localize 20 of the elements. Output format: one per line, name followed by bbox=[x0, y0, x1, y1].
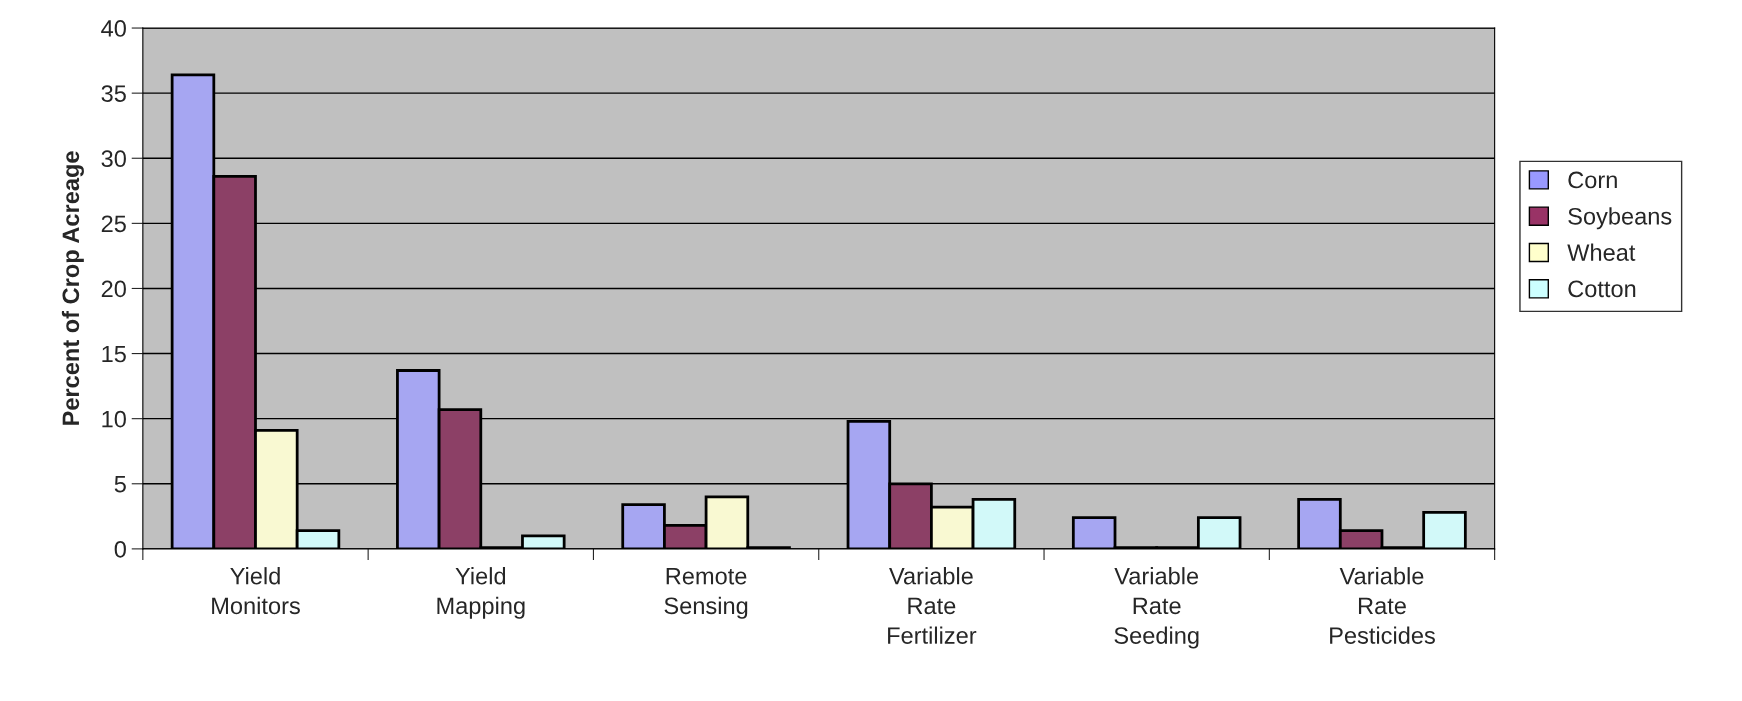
x-tick-label: Variable Rate Pesticides bbox=[1330, 567, 1435, 644]
y-axis-title: Percent of Crop Acreage bbox=[61, 151, 84, 425]
x-tick-label: Variable Rate Fertilizer bbox=[888, 567, 977, 644]
y-tick-label: 30 bbox=[101, 150, 126, 168]
x-tick-label: Yield Mapping bbox=[437, 567, 525, 619]
legend-label: Wheat bbox=[1567, 243, 1636, 261]
y-tick-label: 25 bbox=[101, 215, 126, 233]
y-tick-label: 0 bbox=[114, 540, 126, 558]
y-tick-label: 15 bbox=[102, 345, 126, 363]
y-tick-label: 10 bbox=[102, 410, 126, 428]
y-tick-label: 35 bbox=[101, 85, 126, 102]
x-tick-label: Remote Sensing bbox=[664, 567, 748, 619]
y-tick-label: 40 bbox=[101, 20, 126, 37]
legend-label: Corn bbox=[1568, 171, 1617, 189]
x-tick-label: Yield Monitors bbox=[212, 567, 300, 615]
legend-label: Cotton bbox=[1568, 280, 1636, 298]
y-tick-label: 5 bbox=[114, 476, 126, 493]
x-tick-label: Variable Rate Seeding bbox=[1114, 567, 1199, 649]
y-tick-label: 20 bbox=[101, 280, 126, 298]
legend-label: Soybeans bbox=[1568, 207, 1672, 230]
